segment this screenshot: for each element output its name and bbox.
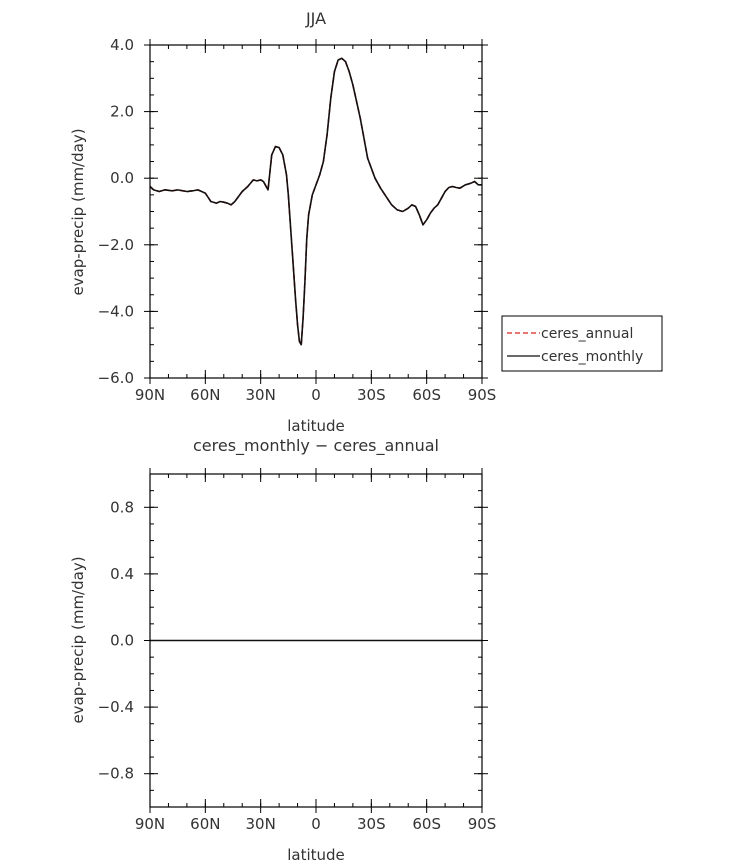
y-tick-label: −6.0 [98, 369, 134, 387]
chart-title: JJA [305, 9, 326, 28]
x-tick-label: 0 [311, 815, 321, 833]
legend: ceres_annual ceres_monthly [501, 315, 663, 372]
x-axis-label: latitude [287, 846, 345, 864]
x-tick-label: 90S [468, 386, 497, 404]
y-tick-label: −4.0 [98, 302, 134, 320]
panel-jja: JJA evap-precip (mm/day) latitude ceres_… [69, 9, 663, 435]
legend-label-ceres-annual: ceres_annual [541, 326, 633, 342]
x-tick-label: 30N [246, 815, 276, 833]
legend-label-ceres-monthly: ceres_monthly [541, 349, 643, 365]
x-tick-label: 60S [412, 386, 441, 404]
x-tick-label: 60N [190, 386, 220, 404]
legend-box [501, 315, 663, 372]
y-tick-label: 0.4 [110, 565, 134, 583]
x-tick-label: 90N [135, 815, 165, 833]
y-axis-label: evap-precip (mm/day) [69, 556, 87, 723]
chart-title: ceres_monthly − ceres_annual [193, 436, 439, 456]
y-tick-label: 0.0 [110, 169, 134, 187]
x-tick-label: 60S [412, 815, 441, 833]
plot-frame [149, 473, 483, 808]
x-tick-label: 90S [468, 815, 497, 833]
x-tick-label: 30N [246, 386, 276, 404]
x-tick-label: 0 [311, 386, 321, 404]
x-tick-label: 90N [135, 386, 165, 404]
panel-difference: ceres_monthly − ceres_annual evap-precip… [69, 436, 496, 864]
series-line-ceres-annual [150, 57, 482, 346]
series-line-ceres-monthly [150, 57, 482, 346]
x-axis-label: latitude [287, 417, 345, 435]
x-tick-label: 30S [357, 386, 386, 404]
y-tick-label: −0.4 [98, 698, 134, 716]
plot-frame [149, 44, 483, 379]
y-tick-label: 0.0 [110, 632, 134, 650]
x-tick-label: 60N [190, 815, 220, 833]
y-tick-label: −0.8 [98, 765, 134, 783]
y-tick-label: 2.0 [110, 103, 134, 121]
y-axis-label: evap-precip (mm/day) [69, 128, 87, 295]
y-tick-label: −2.0 [98, 236, 134, 254]
y-tick-label: 0.8 [110, 498, 134, 516]
x-tick-label: 30S [357, 815, 386, 833]
y-tick-label: 4.0 [110, 36, 134, 54]
